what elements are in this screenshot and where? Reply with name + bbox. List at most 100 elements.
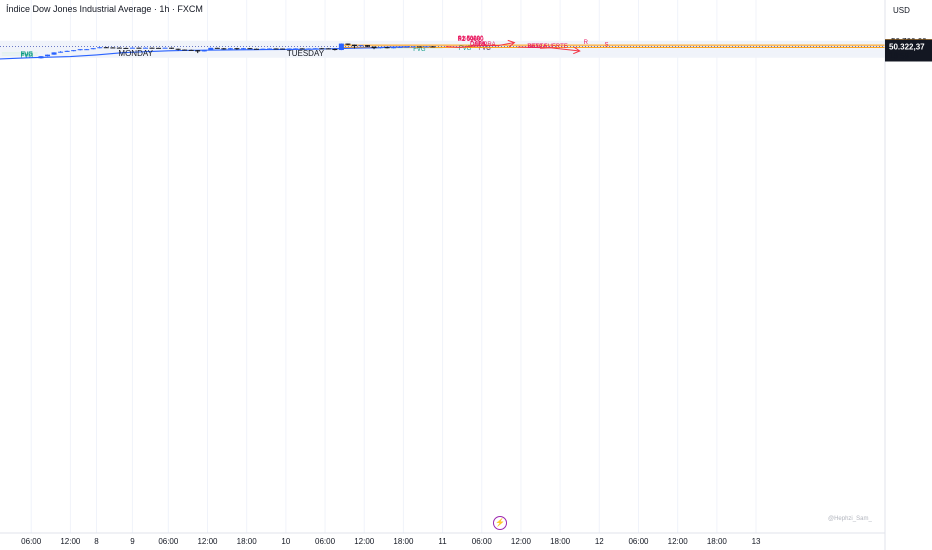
candle-body[interactable] bbox=[110, 47, 116, 49]
candle-body[interactable] bbox=[240, 48, 246, 50]
candle-body[interactable] bbox=[201, 50, 207, 52]
candle-body[interactable] bbox=[90, 48, 96, 50]
candle-body[interactable] bbox=[423, 46, 429, 48]
candle-body[interactable] bbox=[169, 47, 175, 49]
candle-body[interactable] bbox=[234, 48, 240, 50]
chart-annotation: P 50418 bbox=[458, 37, 481, 43]
lightning-icon[interactable]: ⚡ bbox=[493, 516, 507, 530]
author-watermark: @Hephzi_Sam_ bbox=[828, 516, 872, 522]
candle-body[interactable] bbox=[358, 45, 364, 47]
time-tick-label: 06:00 bbox=[628, 537, 649, 546]
time-tick-label: 06:00 bbox=[158, 537, 179, 546]
candle-body[interactable] bbox=[378, 47, 384, 49]
candle-body[interactable] bbox=[404, 46, 410, 48]
fvg-label: FVG bbox=[479, 46, 492, 52]
candle-body[interactable] bbox=[97, 47, 103, 49]
candle-body[interactable] bbox=[227, 48, 233, 50]
candle-body[interactable] bbox=[221, 48, 227, 50]
candle-body[interactable] bbox=[371, 46, 377, 49]
candle-body[interactable] bbox=[299, 48, 305, 50]
candle-body[interactable] bbox=[45, 54, 51, 57]
time-tick-label: 06:00 bbox=[315, 537, 336, 546]
time-tick-label: 13 bbox=[752, 537, 761, 546]
candle-body[interactable] bbox=[410, 46, 416, 48]
candle-body[interactable] bbox=[77, 49, 83, 51]
time-tick-label: 18:00 bbox=[707, 537, 728, 546]
candle-body[interactable] bbox=[267, 48, 273, 50]
candle-body[interactable] bbox=[208, 47, 214, 51]
chart-annotation: CONPRA bbox=[470, 42, 496, 48]
time-tick-label: 8 bbox=[94, 537, 99, 546]
candle-body[interactable] bbox=[417, 46, 423, 48]
currency-label: USD bbox=[893, 6, 910, 15]
current-price-tag bbox=[885, 39, 932, 62]
candle-body[interactable] bbox=[156, 47, 162, 49]
candle-body[interactable] bbox=[123, 47, 129, 49]
chart-annotation: DATA bbox=[470, 42, 485, 48]
candle-body[interactable] bbox=[214, 47, 220, 49]
candle-body[interactable] bbox=[293, 48, 299, 50]
chart-annotation: B bbox=[527, 44, 531, 50]
candle-body[interactable] bbox=[306, 48, 312, 50]
projection-arrow bbox=[517, 46, 580, 52]
candle-body[interactable] bbox=[430, 46, 436, 48]
candle-body[interactable] bbox=[319, 48, 325, 50]
candle-body[interactable] bbox=[260, 48, 266, 50]
time-tick-label: 12:00 bbox=[354, 537, 375, 546]
time-tick-label: 06:00 bbox=[21, 537, 42, 546]
fvg-label: FVG bbox=[21, 52, 34, 58]
candle-body[interactable] bbox=[103, 47, 109, 49]
time-tick-label: 11 bbox=[438, 537, 447, 546]
arrow-head bbox=[507, 39, 516, 48]
supply-zone bbox=[380, 46, 499, 47]
candle-body[interactable] bbox=[182, 49, 188, 51]
candle-body[interactable] bbox=[345, 43, 351, 45]
candle-body[interactable] bbox=[116, 47, 122, 49]
time-tick-label: 9 bbox=[130, 537, 135, 546]
candle-body[interactable] bbox=[129, 47, 135, 49]
fvg-label: FVG bbox=[479, 46, 492, 52]
candle-body[interactable] bbox=[325, 48, 331, 50]
time-tick-label: 12:00 bbox=[197, 537, 218, 546]
candle-body[interactable] bbox=[195, 50, 201, 52]
candle-body[interactable] bbox=[58, 51, 64, 53]
candle-body[interactable] bbox=[51, 52, 57, 55]
candle-body[interactable] bbox=[149, 47, 155, 49]
candle-body[interactable] bbox=[38, 56, 44, 59]
time-tick-label: 18:00 bbox=[393, 537, 414, 546]
candle-body[interactable] bbox=[175, 48, 181, 50]
day-label: MONDAY bbox=[118, 49, 153, 58]
candle-body[interactable] bbox=[188, 49, 194, 51]
candle-body[interactable] bbox=[312, 48, 318, 50]
candle-body[interactable] bbox=[84, 49, 90, 51]
chart-annotation: S1 50220 bbox=[458, 36, 484, 42]
day-label: TUESDAY bbox=[287, 49, 325, 58]
candle-body[interactable] bbox=[351, 44, 357, 47]
candle-body[interactable] bbox=[253, 48, 259, 50]
fvg-label: FVG bbox=[21, 51, 34, 57]
candle-body[interactable] bbox=[397, 46, 403, 48]
time-tick-label: 12:00 bbox=[60, 537, 81, 546]
candle-body[interactable] bbox=[162, 47, 168, 49]
fvg-label: FVG bbox=[413, 47, 426, 53]
candle-body[interactable] bbox=[332, 48, 338, 51]
candle-body[interactable] bbox=[136, 47, 142, 49]
candle-body[interactable] bbox=[71, 50, 77, 52]
arrow-head bbox=[573, 46, 581, 55]
price-axis-panel[interactable] bbox=[885, 0, 932, 550]
fvg-zone bbox=[1, 54, 38, 56]
chart-annotation: DATA FUERTE bbox=[527, 44, 567, 50]
candle-body[interactable] bbox=[247, 48, 253, 50]
candle-body[interactable] bbox=[338, 43, 344, 51]
candle-body[interactable] bbox=[273, 48, 279, 50]
candle-body[interactable] bbox=[286, 48, 292, 50]
candle-body[interactable] bbox=[364, 45, 370, 47]
chart-annotation: VENTA bbox=[527, 44, 547, 50]
chart-annotation: S2 50000 bbox=[458, 36, 484, 42]
candle-body[interactable] bbox=[280, 48, 286, 50]
candle-body[interactable] bbox=[391, 47, 397, 49]
candle-body[interactable] bbox=[64, 50, 70, 52]
candle-body[interactable] bbox=[384, 47, 390, 49]
candle-body[interactable] bbox=[142, 47, 148, 49]
